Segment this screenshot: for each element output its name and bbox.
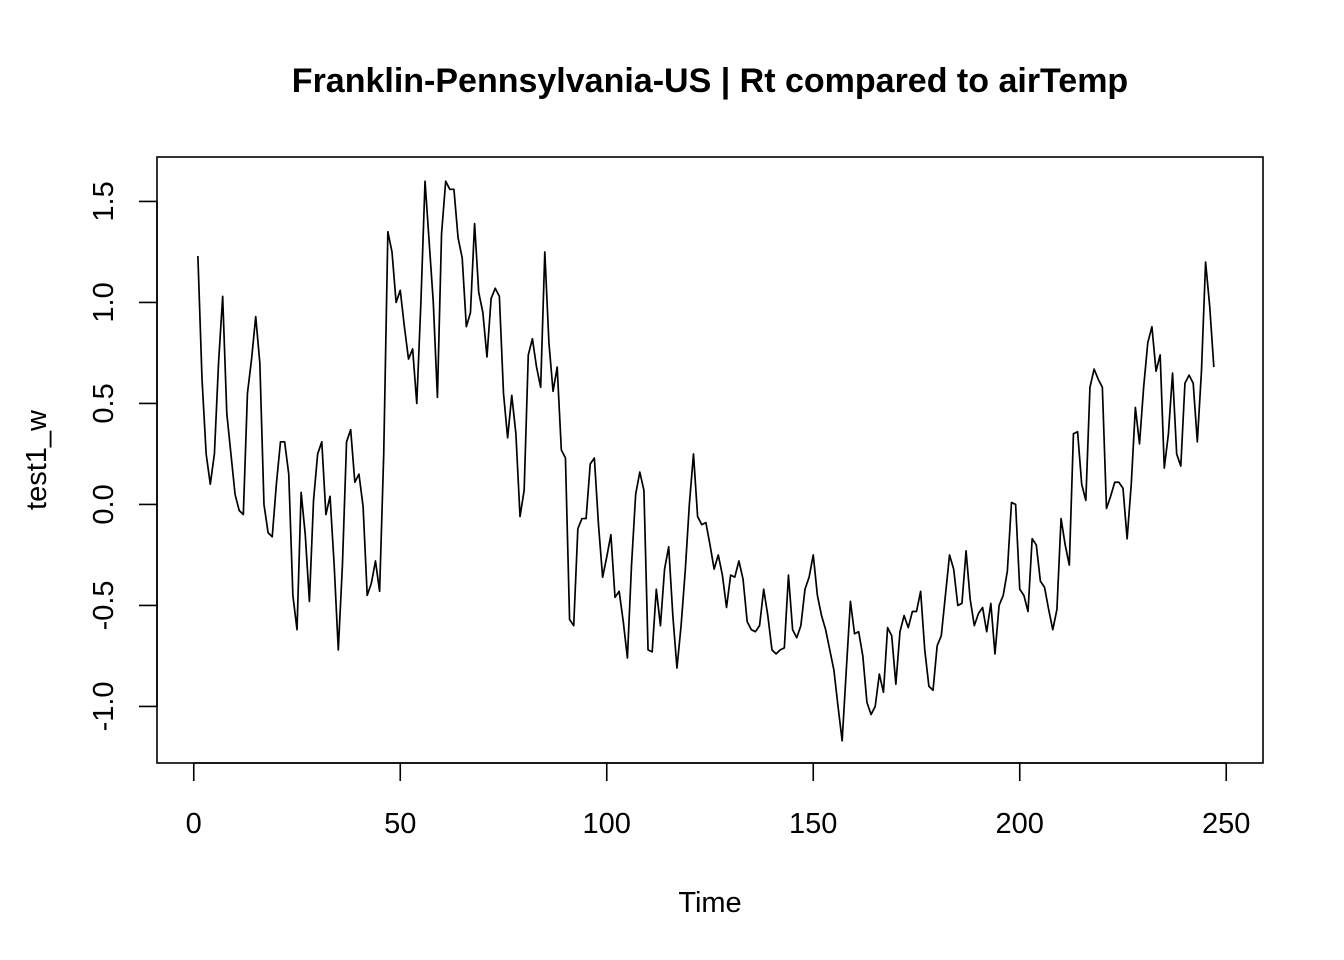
x-axis-label: Time [678, 887, 741, 919]
y-tick-label: -0.5 [88, 580, 120, 630]
y-tick-label: 0.0 [88, 484, 120, 524]
x-axis: 0 50 100 150 200 250 [186, 762, 1250, 840]
x-tick-label: 200 [996, 808, 1044, 840]
y-axis: -1.0 -0.5 0.0 0.5 1.0 1.5 [88, 181, 158, 731]
y-tick-label: 1.0 [88, 282, 120, 322]
x-tick-label: 150 [789, 808, 837, 840]
x-tick-label: 100 [583, 808, 631, 840]
y-tick-label: 0.5 [88, 383, 120, 423]
x-tick-label: 50 [384, 808, 416, 840]
x-tick-label: 250 [1202, 808, 1250, 840]
y-axis-label: test1_w [21, 409, 53, 510]
chart-title: Franklin-Pennsylvania-US | Rt compared t… [292, 62, 1128, 100]
x-tick-label: 0 [186, 808, 202, 840]
series-group [197, 180, 1215, 742]
y-tick-label: 1.5 [88, 181, 120, 221]
series-line [197, 180, 1215, 742]
y-tick-label: -1.0 [88, 681, 120, 731]
